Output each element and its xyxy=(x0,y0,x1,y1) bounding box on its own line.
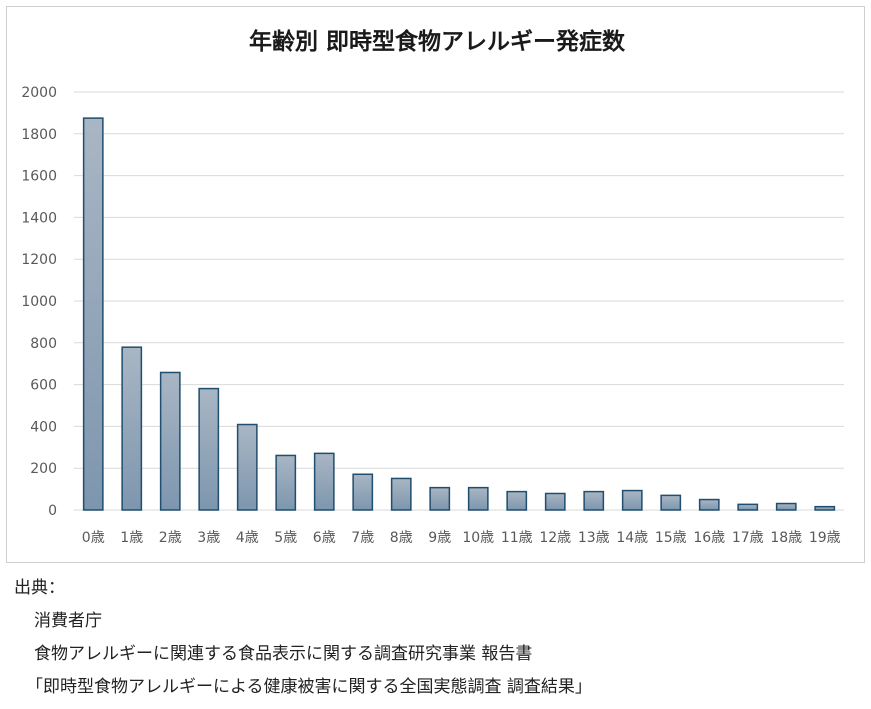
bar-18歳 xyxy=(775,502,797,511)
source-line-survey: 「即時型食物アレルギーによる健康被害に関する全国実態調査 調査結果」 xyxy=(26,677,592,697)
bar-16歳 xyxy=(698,498,720,511)
x-tick-label: 16歳 xyxy=(693,530,725,546)
y-axis-tick-labels: 0 200 400 600 800 1000 1200 1400 1600 1800 2000 xyxy=(21,85,57,519)
x-tick-label: 3歳 xyxy=(197,530,220,546)
bar-7歳 xyxy=(352,473,374,511)
bar-11歳 xyxy=(506,490,528,511)
x-tick-label: 14歳 xyxy=(616,530,648,546)
y-tick-label: 600 xyxy=(30,378,57,394)
bar-6歳 xyxy=(313,452,335,511)
source-label: 出典： xyxy=(14,578,65,598)
x-tick-label: 12歳 xyxy=(539,530,571,546)
x-tick-label: 1歳 xyxy=(120,530,143,546)
y-tick-label: 200 xyxy=(30,461,57,477)
x-tick-label: 4歳 xyxy=(236,530,259,546)
x-tick-label: 5歳 xyxy=(274,530,297,546)
bar-4歳 xyxy=(236,423,258,511)
bar-10歳 xyxy=(467,486,489,511)
bar-15歳 xyxy=(660,494,682,511)
bar-8歳 xyxy=(390,477,412,511)
y-tick-label: 1800 xyxy=(21,127,57,143)
bar-0歳 xyxy=(82,117,104,511)
bar-12歳 xyxy=(544,492,566,511)
bar-1歳 xyxy=(121,346,143,511)
y-tick-label: 1200 xyxy=(21,252,57,268)
bar-2歳 xyxy=(159,371,181,511)
bar-3歳 xyxy=(198,387,220,511)
x-tick-label: 6歳 xyxy=(313,530,336,546)
source-citation: 出典： 消費者庁 食物アレルギーに関連する食品表示に関する調査研究事業 報告書 … xyxy=(14,572,864,704)
bars xyxy=(82,117,836,511)
x-tick-label: 13歳 xyxy=(578,530,610,546)
x-tick-label: 11歳 xyxy=(501,530,533,546)
x-tick-label: 17歳 xyxy=(732,530,764,546)
x-tick-label: 7歳 xyxy=(351,530,374,546)
x-tick-label: 0歳 xyxy=(82,530,105,546)
bar-chart: 年齢別 即時型食物アレルギー発症数 0 200 400 600 800 1000 1200 1… xyxy=(21,28,844,546)
bar-14歳 xyxy=(621,489,643,511)
y-tick-label: 0 xyxy=(48,503,57,519)
bar-9歳 xyxy=(429,486,451,511)
y-tick-label: 1600 xyxy=(21,169,57,185)
bar-5歳 xyxy=(275,454,297,511)
gridlines xyxy=(74,91,844,511)
x-tick-label: 9歳 xyxy=(428,530,451,546)
y-tick-label: 2000 xyxy=(21,85,57,101)
x-tick-label: 18歳 xyxy=(770,530,802,546)
x-tick-label: 10歳 xyxy=(462,530,494,546)
y-tick-label: 1400 xyxy=(21,210,57,226)
source-line-publisher: 消費者庁 xyxy=(34,611,102,631)
x-tick-label: 19歳 xyxy=(809,530,841,546)
y-tick-label: 400 xyxy=(30,419,57,435)
bar-17歳 xyxy=(737,503,759,511)
x-tick-label: 2歳 xyxy=(159,530,182,546)
bar-13歳 xyxy=(583,490,605,511)
source-line-report: 食物アレルギーに関連する食品表示に関する調査研究事業 報告書 xyxy=(34,644,533,664)
x-axis-tick-labels: 0歳 1歳 2歳 3歳 4歳 5歳 6歳 7歳 8歳 9歳 10歳 11歳 12歳 13歳 14歳 15歳 16… xyxy=(82,530,841,546)
y-tick-label: 800 xyxy=(30,336,57,352)
x-tick-label: 8歳 xyxy=(390,530,413,546)
bar-19歳 xyxy=(814,505,836,511)
x-tick-label: 15歳 xyxy=(655,530,687,546)
y-tick-label: 1000 xyxy=(21,294,57,310)
chart-title: 年齢別 即時型食物アレルギー発症数 xyxy=(249,28,626,55)
chart-frame: 年齢別 即時型食物アレルギー発症数 0 200 400 600 800 1000 1200 1… xyxy=(6,6,865,563)
